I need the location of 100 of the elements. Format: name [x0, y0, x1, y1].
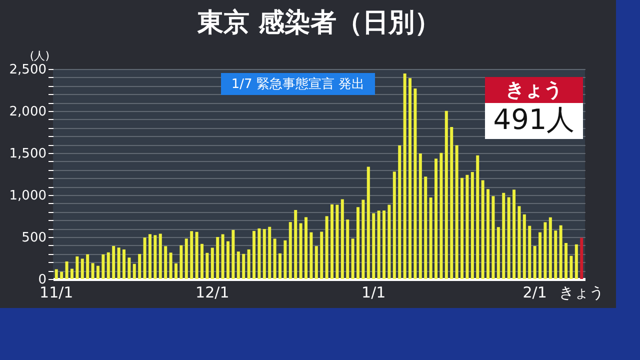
bar: [403, 73, 406, 279]
bar: [507, 197, 510, 279]
bar: [117, 248, 120, 279]
x-tick-label: 2/1: [522, 284, 547, 302]
y-tick-label: 500: [22, 230, 46, 246]
bar: [492, 196, 495, 279]
bar: [180, 245, 183, 279]
bar: [65, 261, 68, 279]
bar: [106, 252, 110, 279]
bar: [184, 238, 188, 279]
bar: [210, 248, 214, 279]
bar: [470, 172, 474, 279]
bar: [128, 258, 131, 279]
bar: [418, 154, 422, 279]
bar: [481, 180, 484, 279]
bar: [548, 217, 552, 279]
bar: [544, 222, 547, 279]
bar: [200, 244, 204, 279]
bar: [429, 198, 432, 279]
bar: [299, 223, 302, 279]
bar: [496, 227, 500, 279]
bar: [440, 152, 443, 279]
bar: [330, 204, 334, 279]
bar: [362, 200, 365, 279]
bar: [80, 258, 84, 279]
bar: [476, 155, 480, 279]
bar: [232, 230, 235, 279]
bar: [377, 210, 380, 279]
chart-title: 東京 感染者（日別）: [196, 8, 441, 38]
bar: [258, 228, 261, 279]
bar: [460, 178, 464, 279]
bar: [262, 229, 266, 279]
bar: [382, 210, 386, 279]
bar: [226, 241, 230, 279]
bar: [206, 252, 209, 279]
bar: [190, 231, 194, 279]
bar: [288, 222, 292, 279]
bar: [278, 253, 282, 279]
bar: [76, 256, 79, 279]
bar: [310, 232, 313, 279]
bar: [554, 230, 558, 279]
bar: [466, 174, 469, 279]
bar: [314, 246, 318, 279]
bar: [54, 269, 58, 279]
y-tick-label: 1,000: [9, 188, 46, 204]
bar: [574, 244, 578, 279]
bar: [138, 254, 142, 279]
bar: [174, 263, 178, 279]
bar: [512, 190, 516, 279]
bar: [340, 199, 344, 279]
y-tick-label: 2,500: [9, 62, 46, 78]
bar: [304, 217, 308, 279]
bar: [336, 204, 339, 279]
bar: [325, 216, 328, 279]
bar: [580, 238, 584, 279]
bar: [518, 206, 521, 279]
bar: [247, 249, 250, 279]
x-tick-label: 12/1: [196, 284, 230, 302]
bar: [372, 213, 376, 279]
bar: [102, 254, 105, 279]
bar: [252, 230, 256, 279]
bar: [424, 176, 428, 279]
bar: [154, 235, 157, 279]
bar: [559, 225, 562, 279]
bar: [408, 78, 412, 279]
bar: [122, 249, 126, 279]
bar: [169, 252, 172, 279]
bar: [60, 272, 64, 279]
bar: [434, 158, 438, 279]
bar: [132, 264, 136, 279]
bar: [366, 166, 370, 279]
bar: [221, 234, 224, 279]
bar: [392, 172, 396, 279]
bar: [158, 234, 162, 279]
y-tick-label: 1,500: [9, 146, 46, 162]
bar: [570, 256, 573, 279]
bar: [533, 246, 536, 279]
bar: [96, 266, 100, 279]
bar: [273, 238, 276, 279]
bar: [148, 234, 152, 279]
bar: [398, 145, 402, 279]
bar: [91, 263, 94, 279]
bar: [528, 226, 532, 279]
bar: [388, 204, 391, 279]
annotation: 1/7 緊急事態宣言 発出: [231, 76, 365, 92]
bar: [502, 192, 506, 279]
bar: [522, 214, 526, 279]
bar: [444, 110, 448, 279]
y-axis-title: (人): [30, 50, 50, 62]
bar: [346, 220, 350, 279]
bar: [216, 237, 220, 279]
bar: [86, 254, 90, 279]
bar: [70, 268, 74, 279]
bar: [450, 127, 454, 279]
annotation: きょう 491人: [493, 79, 575, 136]
bar: [351, 238, 354, 279]
bar: [143, 238, 146, 279]
bar: [486, 189, 490, 279]
bar: [356, 207, 360, 279]
bar: [236, 252, 240, 279]
